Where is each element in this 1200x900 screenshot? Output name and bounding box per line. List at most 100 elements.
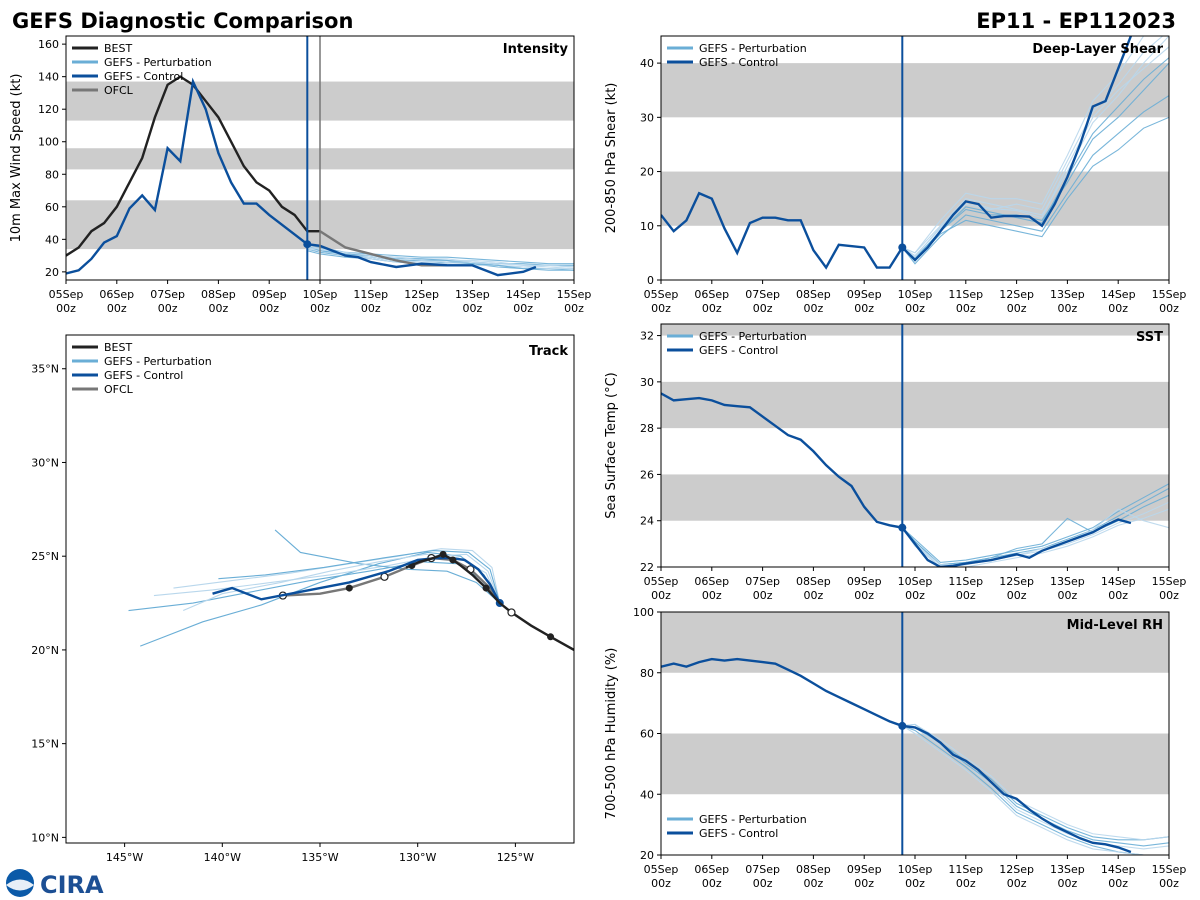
y-tick-label: 26: [640, 468, 654, 481]
x-tick-hour: 00z: [1007, 302, 1027, 315]
y-tick-label: 30: [640, 376, 654, 389]
x-tick-hour: 00z: [1108, 589, 1128, 602]
init-point: [898, 243, 907, 252]
perturbation-member-line: [901, 95, 1169, 265]
legend-label: GEFS - Control: [104, 369, 183, 382]
y-tick-label: 80: [45, 168, 59, 181]
perturbation-member-line: [901, 46, 1169, 258]
cira-logo: CIRA: [6, 869, 104, 899]
lon-tick-label: 140°W: [204, 851, 241, 864]
x-tick-day: 11Sep: [948, 288, 983, 301]
x-tick-day: 14Sep: [1101, 863, 1136, 876]
x-tick-day: 15Sep: [1152, 863, 1187, 876]
y-tick-label: 120: [38, 103, 59, 116]
x-tick-hour: 00z: [564, 302, 584, 315]
x-tick-day: 15Sep: [1152, 575, 1187, 588]
x-tick-day: 08Sep: [796, 288, 831, 301]
legend-label: GEFS - Control: [699, 827, 778, 840]
x-tick-hour: 00z: [702, 589, 722, 602]
x-tick-day: 11Sep: [353, 288, 388, 301]
x-tick-hour: 00z: [361, 302, 381, 315]
panel-inner: [661, 324, 1169, 567]
x-tick-hour: 00z: [651, 877, 671, 890]
lat-tick-label: 15°N: [31, 738, 59, 751]
legend-label: OFCL: [104, 84, 134, 97]
perturbation-member-line: [902, 725, 1169, 850]
track-point-closed: [547, 633, 555, 641]
threshold-band: [661, 63, 1169, 118]
x-tick-hour: 00z: [905, 302, 925, 315]
x-tick-hour: 00z: [209, 302, 229, 315]
x-tick-day: 13Sep: [1050, 575, 1085, 588]
x-tick-hour: 00z: [753, 877, 773, 890]
lon-tick-label: 130°W: [399, 851, 436, 864]
init-point: [898, 721, 907, 730]
figure-title: GEFS Diagnostic Comparison: [12, 9, 353, 33]
track-point-open: [380, 572, 389, 581]
threshold-band: [661, 324, 1169, 336]
x-tick-hour: 00z: [854, 302, 874, 315]
x-tick-day: 10Sep: [303, 288, 338, 301]
lat-tick-label: 10°N: [31, 831, 59, 844]
x-tick-day: 12Sep: [404, 288, 439, 301]
x-tick-hour: 00z: [1007, 877, 1027, 890]
y-tick-label: 40: [45, 233, 59, 246]
x-tick-hour: 00z: [702, 877, 722, 890]
globe-wave-icon: [6, 879, 34, 891]
x-tick-day: 14Sep: [1101, 575, 1136, 588]
perturbation-member-line: [901, 483, 1169, 563]
x-tick-hour: 00z: [1007, 589, 1027, 602]
x-tick-hour: 00z: [854, 877, 874, 890]
y-tick-label: 20: [45, 266, 59, 279]
y-tick-label: 10: [640, 220, 654, 233]
x-tick-day: 15Sep: [557, 288, 592, 301]
x-tick-hour: 00z: [702, 302, 722, 315]
x-tick-day: 07Sep: [745, 863, 780, 876]
gefs-control-track-line: [212, 556, 501, 604]
y-tick-label: 100: [38, 136, 59, 149]
x-tick-day: 07Sep: [745, 575, 780, 588]
legend-label: GEFS - Perturbation: [699, 330, 807, 343]
x-tick-hour: 00z: [753, 589, 773, 602]
legend-label: GEFS - Perturbation: [104, 56, 212, 69]
threshold-band: [661, 733, 1169, 795]
lon-tick-label: 135°W: [301, 851, 338, 864]
x-tick-hour: 00z: [1159, 589, 1179, 602]
plots-layer: 2040608010012014016005Sep00z06Sep00z07Se…: [9, 35, 1187, 890]
panel-title: Intensity: [503, 42, 569, 57]
x-tick-hour: 00z: [905, 589, 925, 602]
y-axis-label: Sea Surface Temp (°C): [604, 372, 619, 519]
legend-label: OFCL: [104, 383, 134, 396]
x-tick-day: 08Sep: [796, 575, 831, 588]
x-tick-hour: 00z: [804, 302, 824, 315]
x-tick-hour: 00z: [804, 589, 824, 602]
perturbation-member-line: [902, 36, 1145, 254]
x-tick-day: 12Sep: [999, 575, 1034, 588]
y-tick-label: 80: [640, 667, 654, 680]
threshold-band: [661, 474, 1169, 521]
perturbation-track-line: [153, 553, 501, 604]
x-tick-hour: 00z: [158, 302, 178, 315]
x-tick-day: 08Sep: [201, 288, 236, 301]
perturbation-member-line: [307, 246, 574, 268]
x-tick-day: 14Sep: [1101, 288, 1136, 301]
y-tick-label: 160: [38, 38, 59, 51]
y-tick-label: 0: [647, 274, 654, 287]
x-tick-hour: 00z: [513, 302, 533, 315]
x-tick-day: 10Sep: [898, 863, 933, 876]
x-tick-day: 13Sep: [1050, 288, 1085, 301]
storm-id: EP11 - EP112023: [976, 9, 1176, 33]
x-tick-hour: 00z: [56, 302, 76, 315]
x-tick-hour: 00z: [753, 302, 773, 315]
x-tick-day: 14Sep: [506, 288, 541, 301]
perturbation-track-line: [274, 529, 501, 604]
x-tick-hour: 00z: [310, 302, 330, 315]
x-tick-day: 09Sep: [252, 288, 287, 301]
lat-tick-label: 35°N: [31, 363, 59, 376]
panel-title: Deep-Layer Shear: [1032, 42, 1163, 57]
x-tick-hour: 00z: [651, 589, 671, 602]
x-tick-hour: 00z: [463, 302, 483, 315]
x-tick-day: 07Sep: [745, 288, 780, 301]
threshold-band: [661, 171, 1169, 226]
y-tick-label: 32: [640, 330, 654, 343]
